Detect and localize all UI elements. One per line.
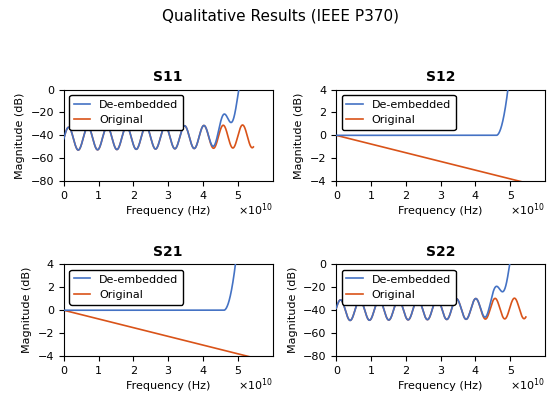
- Original: [60, 308, 67, 313]
- Text: $\times10^{10}$: $\times10^{10}$: [237, 201, 273, 218]
- De-embedded: [70, 136, 77, 141]
- De-embedded: [425, 317, 432, 322]
- Legend: De-embedded, Original: De-embedded, Original: [69, 270, 183, 304]
- De-embedded: [522, 199, 529, 204]
- X-axis label: Frequency (Hz): Frequency (Hz): [399, 381, 483, 391]
- Y-axis label: Magnitude (dB): Magnitude (dB): [287, 267, 297, 354]
- Legend: De-embedded, Original: De-embedded, Original: [69, 95, 183, 130]
- De-embedded: [250, 10, 256, 15]
- Title: S21: S21: [153, 245, 183, 259]
- Original: [209, 345, 216, 350]
- Y-axis label: Magnitude (dB): Magnitude (dB): [15, 92, 25, 178]
- De-embedded: [60, 308, 67, 313]
- De-embedded: [420, 310, 427, 315]
- Original: [148, 330, 155, 335]
- De-embedded: [245, 60, 251, 65]
- Original: [148, 136, 155, 141]
- Title: S11: S11: [153, 70, 183, 84]
- De-embedded: [153, 308, 160, 313]
- Original: [333, 306, 339, 311]
- Original: [153, 331, 160, 336]
- Original: [522, 315, 529, 320]
- Text: $\times10^{10}$: $\times10^{10}$: [237, 376, 273, 393]
- De-embedded: [333, 306, 339, 311]
- Original: [333, 133, 339, 138]
- Original: [70, 136, 77, 141]
- Original: [425, 156, 432, 161]
- Text: $\times10^{10}$: $\times10^{10}$: [510, 376, 545, 393]
- Original: [517, 179, 524, 184]
- Line: De-embedded: De-embedded: [336, 201, 526, 320]
- Original: [343, 135, 349, 140]
- Text: $\times10^{10}$: $\times10^{10}$: [510, 201, 545, 218]
- De-embedded: [420, 133, 427, 138]
- Original: [343, 310, 349, 315]
- De-embedded: [209, 308, 216, 313]
- De-embedded: [70, 308, 77, 313]
- De-embedded: [244, 112, 251, 117]
- Original: [244, 354, 251, 359]
- Original: [511, 296, 518, 301]
- De-embedded: [148, 308, 155, 313]
- X-axis label: Frequency (Hz): Frequency (Hz): [399, 207, 483, 216]
- Original: [245, 136, 251, 141]
- De-embedded: [60, 136, 67, 141]
- Original: [60, 136, 67, 141]
- De-embedded: [482, 133, 489, 138]
- Original: [420, 310, 427, 315]
- De-embedded: [333, 133, 339, 138]
- Title: S12: S12: [426, 70, 455, 84]
- Legend: De-embedded, Original: De-embedded, Original: [342, 95, 455, 130]
- Legend: De-embedded, Original: De-embedded, Original: [342, 270, 455, 304]
- Original: [245, 354, 251, 359]
- Original: [517, 310, 524, 315]
- Original: [522, 180, 529, 185]
- De-embedded: [343, 133, 349, 138]
- De-embedded: [517, 223, 524, 228]
- De-embedded: [148, 136, 155, 141]
- Line: Original: Original: [336, 298, 526, 320]
- Original: [420, 155, 427, 160]
- X-axis label: Frequency (Hz): Frequency (Hz): [126, 207, 211, 216]
- Original: [70, 310, 77, 315]
- Original: [425, 317, 432, 322]
- Y-axis label: Magnitude (dB): Magnitude (dB): [22, 267, 32, 354]
- Text: Qualitative Results (IEEE P370): Qualitative Results (IEEE P370): [161, 8, 399, 24]
- De-embedded: [250, 43, 256, 48]
- De-embedded: [245, 60, 251, 65]
- Original: [210, 146, 217, 151]
- De-embedded: [347, 318, 353, 323]
- Original: [245, 136, 251, 142]
- De-embedded: [245, 110, 251, 116]
- Line: De-embedded: De-embedded: [64, 12, 253, 310]
- De-embedded: [153, 146, 160, 151]
- Original: [250, 355, 256, 360]
- Line: De-embedded: De-embedded: [64, 45, 253, 150]
- Original: [482, 170, 489, 175]
- X-axis label: Frequency (Hz): Frequency (Hz): [126, 381, 211, 391]
- Original: [75, 147, 82, 152]
- Line: Original: Original: [64, 125, 253, 150]
- De-embedded: [75, 147, 82, 152]
- De-embedded: [482, 315, 489, 320]
- Title: S22: S22: [426, 245, 455, 259]
- De-embedded: [210, 144, 217, 149]
- De-embedded: [517, 223, 524, 228]
- Original: [517, 179, 524, 184]
- Original: [482, 317, 489, 322]
- De-embedded: [425, 133, 432, 138]
- Line: De-embedded: De-embedded: [336, 0, 526, 135]
- Original: [517, 310, 524, 315]
- Original: [347, 318, 353, 323]
- Line: Original: Original: [64, 310, 253, 358]
- Original: [239, 123, 246, 128]
- Original: [153, 146, 160, 151]
- Original: [250, 144, 256, 150]
- Y-axis label: Magnitude (dB): Magnitude (dB): [295, 92, 305, 178]
- Line: Original: Original: [336, 135, 526, 183]
- De-embedded: [343, 310, 349, 315]
